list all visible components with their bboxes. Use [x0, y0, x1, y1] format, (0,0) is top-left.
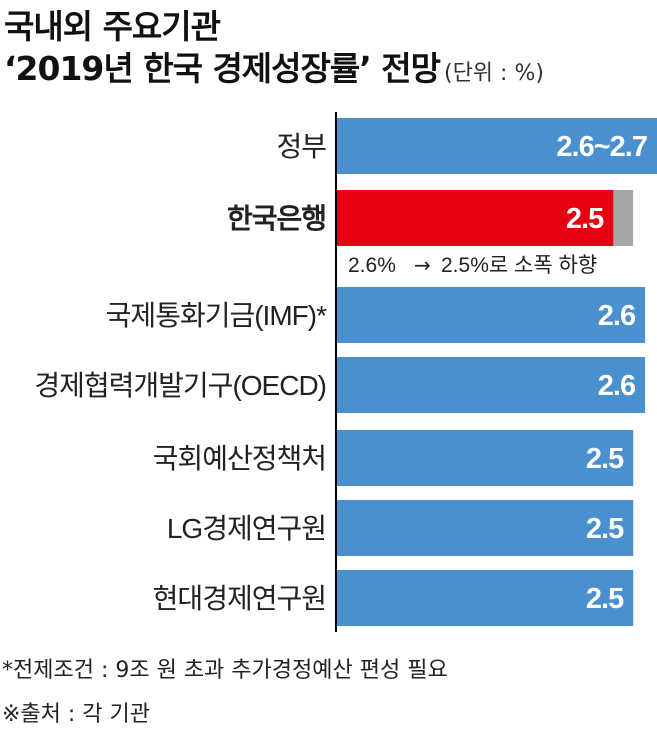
bar-value-label: 2.5	[586, 583, 624, 615]
chart-title: 국내외 주요기관	[4, 7, 221, 46]
category-label: 한국은행	[227, 203, 326, 234]
bar	[336, 500, 634, 556]
bar-value-label: 2.6	[598, 370, 636, 402]
category-label: 경제협력개발기구(OECD)	[34, 370, 326, 401]
category-label: 현대경제연구원	[153, 583, 326, 614]
bar	[336, 118, 657, 174]
chart-subtitle: ‘2019년 한국 경제성장률’ 전망 (단위 : %)	[4, 42, 544, 90]
bar	[336, 430, 634, 486]
bar	[336, 357, 646, 413]
arrow-icon: →	[414, 253, 431, 277]
category-label: 국회예산정책처	[153, 443, 326, 474]
bar-value-label: 2.5	[566, 203, 604, 235]
bar	[336, 190, 614, 246]
bar	[336, 570, 634, 626]
category-label: 국제통화기금(IMF)*	[106, 300, 327, 331]
footnote-condition: *전제조건 : 9조 원 초과 추가경정예산 편성 필요	[2, 658, 448, 683]
category-label: 정부	[276, 131, 326, 162]
bar-value-label: 2.6	[598, 300, 636, 332]
unit-label: (단위 : %)	[443, 61, 544, 86]
bar-value-label: 2.5	[586, 443, 624, 475]
footnote-source: ※출처 : 각 기관	[2, 702, 151, 727]
annotation-to: 2.5%로 소폭 하향	[441, 254, 597, 277]
chart-subtitle-text: ‘2019년 한국 경제성장률’ 전망	[4, 49, 441, 88]
bar-value-label: 2.5	[586, 513, 624, 545]
category-label: LG경제연구원	[167, 513, 326, 544]
bar-value-label: 2.6~2.7	[556, 131, 647, 163]
annotation-from: 2.6%	[348, 254, 396, 277]
bar	[336, 287, 646, 343]
